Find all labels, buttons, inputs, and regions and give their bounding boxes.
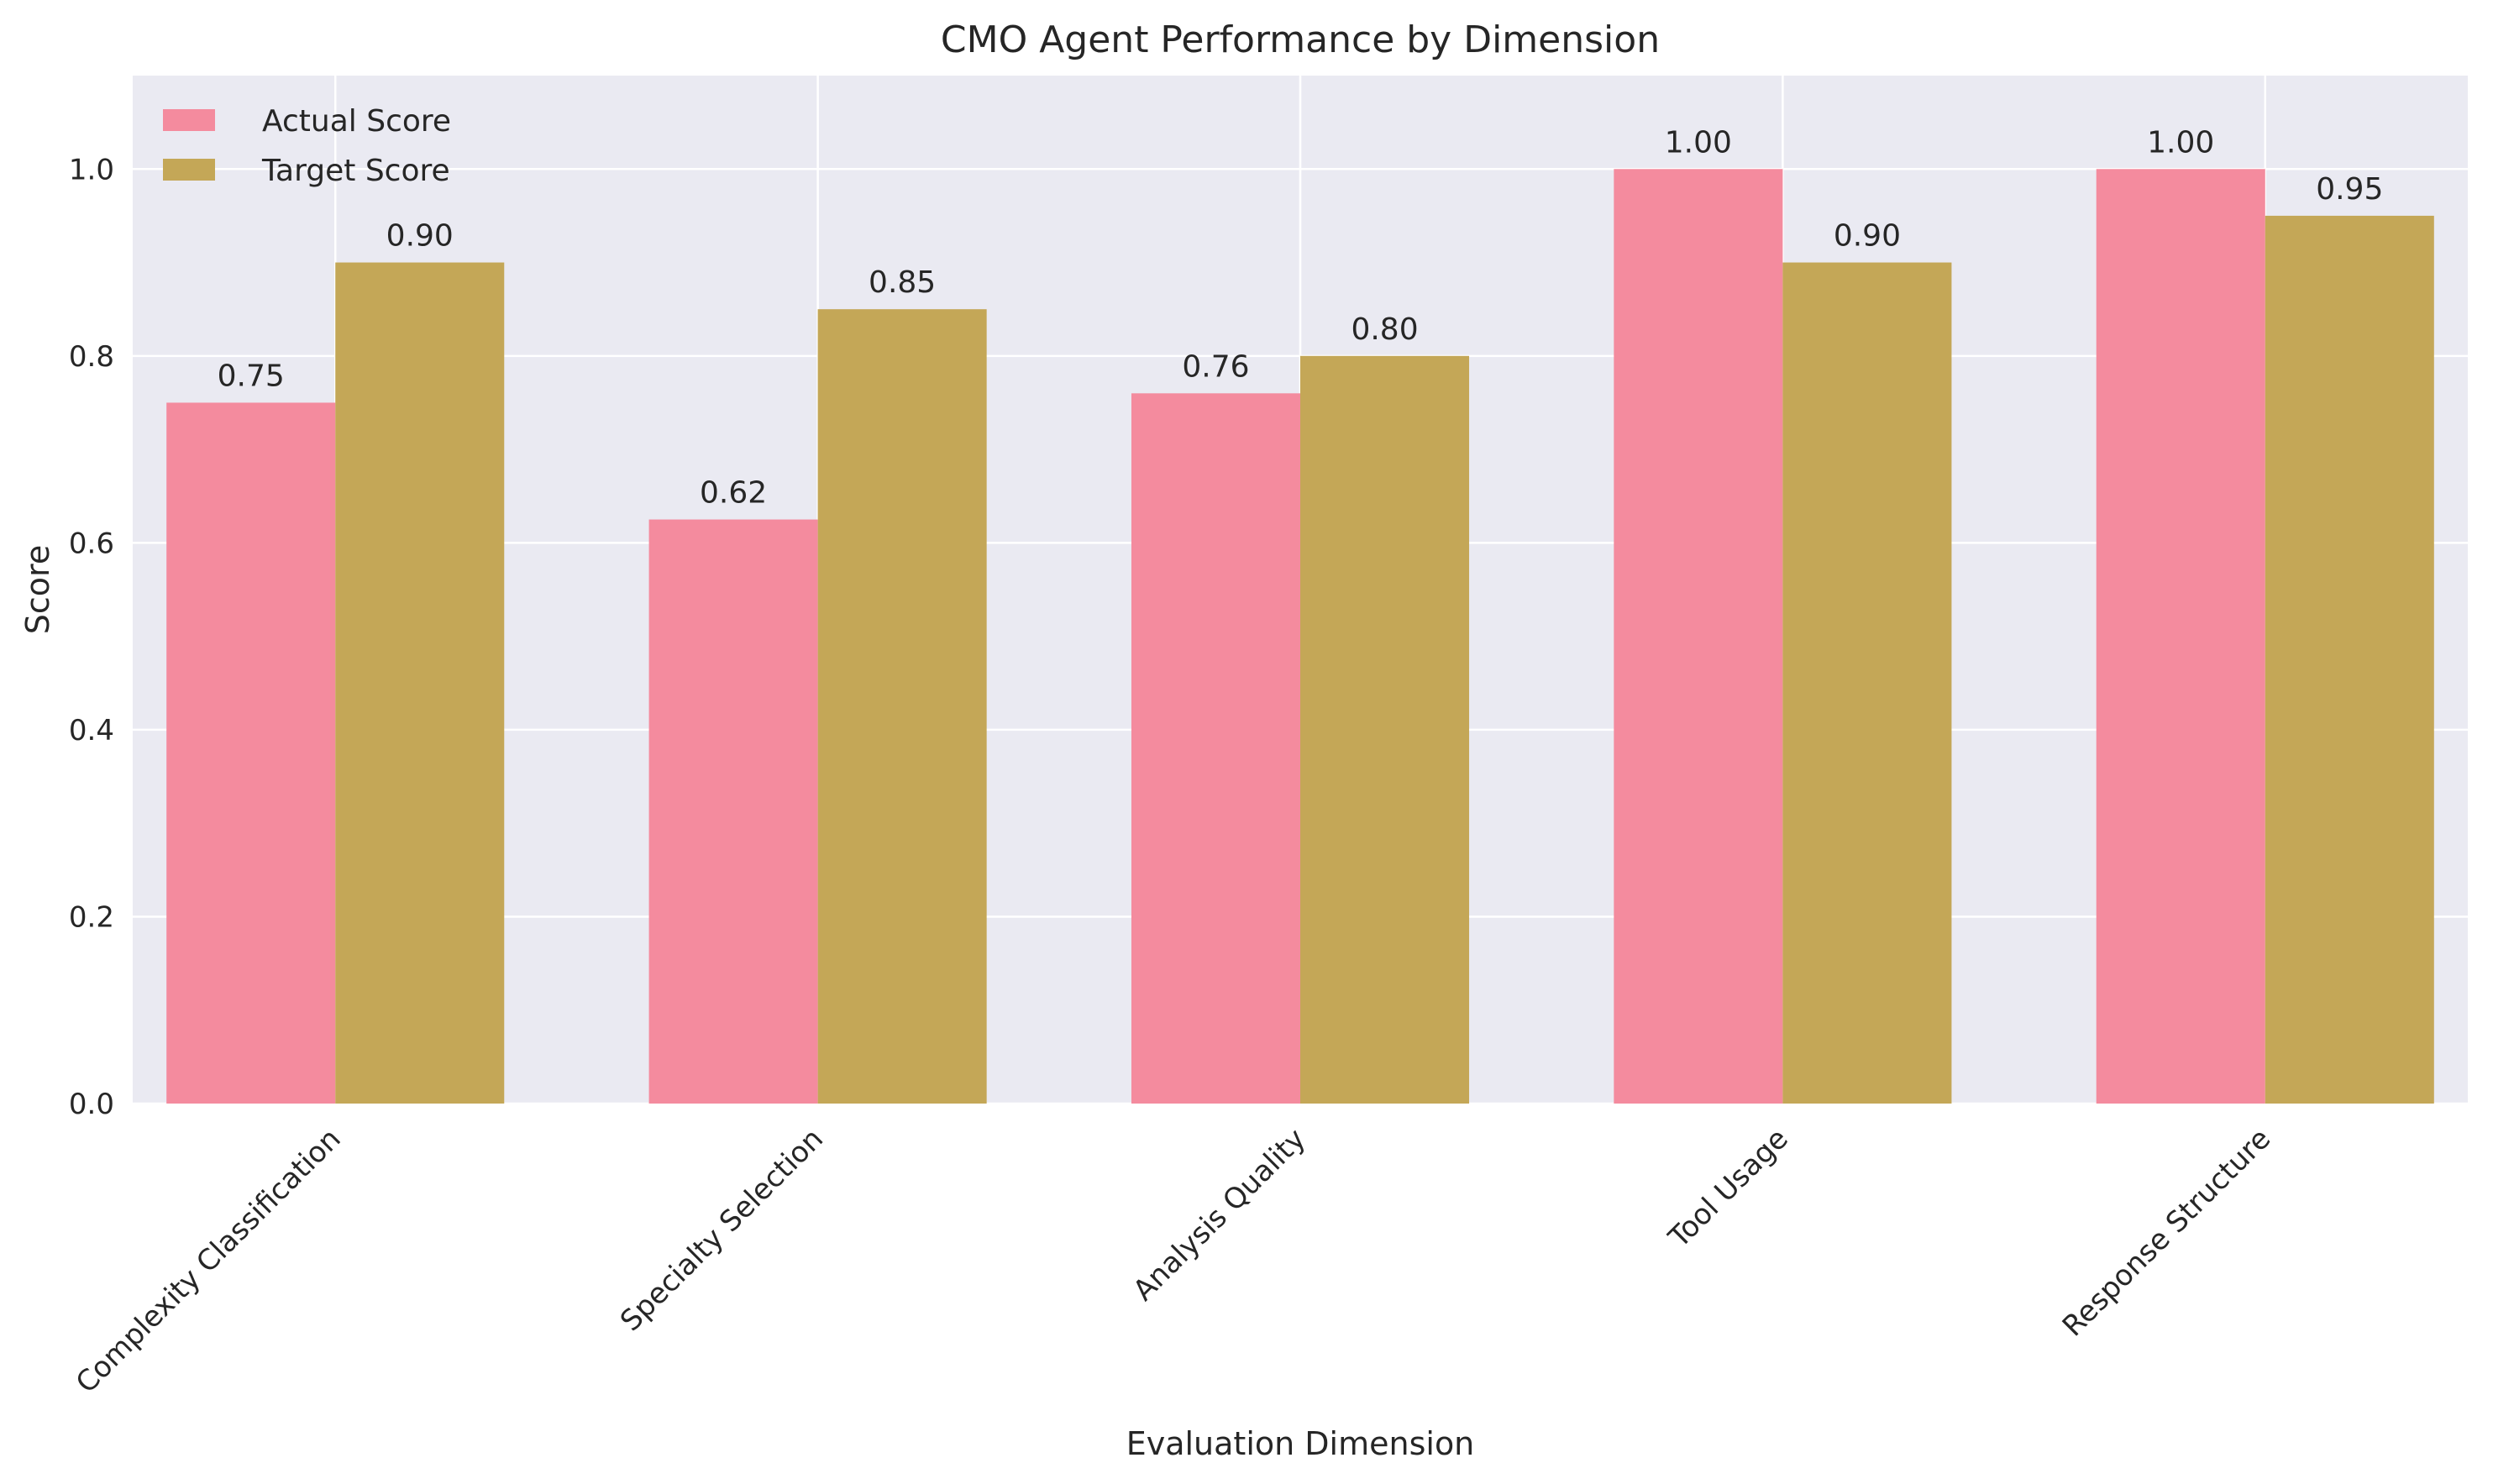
- y-axis-title: Score: [19, 545, 56, 634]
- data-labels-group: 0.75 0.62 0.76 1.00 1.00 0.90 0.85 0.80 0.90 0.95: [218, 125, 2384, 510]
- y-tick-label: 0.4: [69, 714, 114, 747]
- x-tick-label: Tool Usage: [1661, 1122, 1794, 1255]
- bar-target-score: [335, 262, 505, 1104]
- legend-swatch-actual-score: [163, 109, 215, 131]
- data-label-actual-score: 1.00: [1665, 125, 1732, 160]
- bar-target-score: [1300, 355, 1470, 1104]
- data-label-target-score: 0.85: [869, 265, 936, 300]
- y-tick-label: 1.0: [69, 153, 114, 186]
- legend-swatch-target-score: [163, 159, 215, 181]
- y-tick-label: 0.6: [69, 527, 114, 560]
- bar-target-score: [1782, 262, 1952, 1104]
- y-tick-label: 0.0: [69, 1088, 114, 1121]
- bar-actual-score: [1614, 169, 1783, 1104]
- bar-target-score: [2265, 215, 2434, 1104]
- data-label-target-score: 0.90: [1834, 219, 1901, 254]
- data-label-target-score: 0.80: [1351, 312, 1418, 347]
- bar-actual-score: [1131, 393, 1300, 1104]
- legend-label-target-score: Target Score: [261, 154, 450, 188]
- y-tick-label: 0.8: [69, 340, 114, 374]
- bar-actual-score: [166, 402, 336, 1104]
- data-label-target-score: 0.90: [386, 219, 454, 254]
- x-axis-title: Evaluation Dimension: [1126, 1425, 1475, 1462]
- legend-label-actual-score: Actual Score: [262, 104, 451, 139]
- data-label-actual-score: 0.62: [700, 476, 767, 511]
- x-tick-label: Analysis Quality: [1126, 1122, 1312, 1308]
- bar-target-score: [817, 309, 987, 1104]
- x-tick-label: Response Structure: [2056, 1122, 2277, 1343]
- legend: Actual Score Target Score: [163, 104, 451, 188]
- bar-actual-score: [648, 519, 818, 1104]
- data-label-actual-score: 0.75: [218, 359, 285, 393]
- data-label-target-score: 0.95: [2316, 172, 2383, 207]
- x-tick-label: Specialty Selection: [614, 1122, 830, 1338]
- data-label-actual-score: 0.76: [1182, 349, 1249, 384]
- y-axis: 0.0 0.2 0.4 0.6 0.8 1.0: [69, 153, 114, 1121]
- x-tick-label: Complexity Classification: [70, 1122, 348, 1400]
- bars-group: [166, 169, 2434, 1104]
- chart-title: CMO Agent Performance by Dimension: [941, 18, 1660, 61]
- x-axis: Complexity Classification Specialty Selec…: [70, 1122, 2277, 1400]
- bar-actual-score: [2096, 169, 2265, 1104]
- y-tick-label: 0.2: [69, 900, 114, 934]
- data-label-actual-score: 1.00: [2147, 125, 2214, 160]
